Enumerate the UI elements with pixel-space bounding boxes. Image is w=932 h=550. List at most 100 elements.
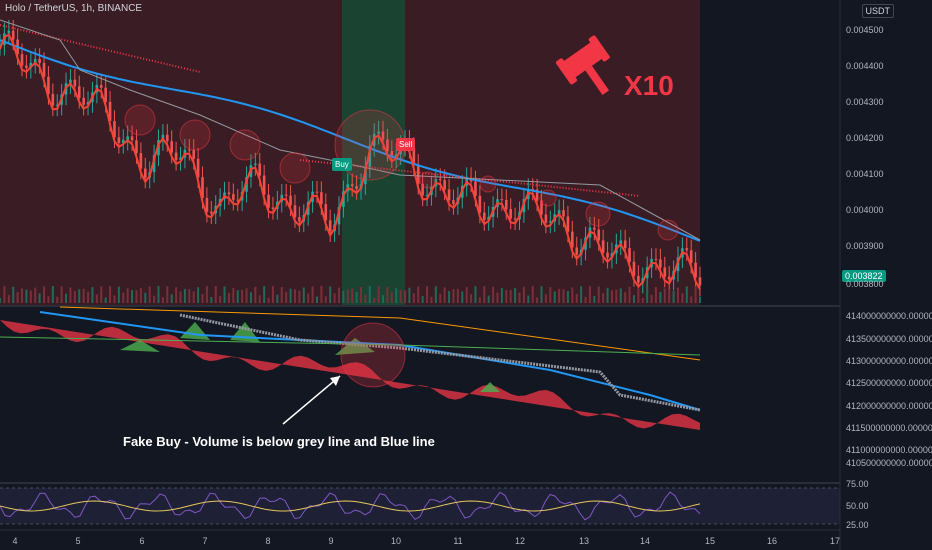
volume-bar <box>254 286 257 303</box>
volume-bar <box>157 286 160 303</box>
price-tick: 0.003800 <box>846 279 884 289</box>
volume-bar <box>602 293 605 303</box>
volume-bar <box>126 288 129 303</box>
volume-bar <box>205 286 208 303</box>
volume-bar <box>280 287 283 303</box>
buy-signal: Buy <box>332 158 352 171</box>
candle-body <box>566 216 570 232</box>
annotation-text: Fake Buy - Volume is below grey line and… <box>123 434 435 449</box>
candle-body <box>544 214 548 223</box>
volume-bar <box>65 293 68 303</box>
volume-bar <box>249 292 252 303</box>
highlight-circle <box>585 201 611 227</box>
candle-body <box>601 240 605 253</box>
volume-bar <box>337 287 340 303</box>
candle-body <box>130 136 134 141</box>
volume-bar <box>492 286 495 303</box>
volume-bar <box>346 289 349 303</box>
highlight-circle <box>179 119 211 151</box>
candle-body <box>284 194 288 196</box>
volume-bar <box>51 286 54 303</box>
candle-body <box>606 252 609 258</box>
volume-tick: 413000000000.000000 <box>846 356 932 366</box>
candle-body <box>29 62 33 68</box>
volume-bar <box>456 288 459 303</box>
volume-bar <box>448 291 451 303</box>
volume-bar <box>421 296 424 303</box>
volume-bar <box>78 289 81 303</box>
volume-bar <box>166 286 169 303</box>
volume-bar <box>624 292 627 303</box>
volume-bar <box>382 295 385 303</box>
candle-body <box>562 210 565 217</box>
candle-body <box>443 180 446 190</box>
volume-bar <box>386 286 389 303</box>
candle-body <box>386 139 389 152</box>
candle-body <box>188 149 191 151</box>
candle-body <box>571 231 574 248</box>
blue-ma-line <box>0 39 701 242</box>
volume-bar <box>148 286 151 303</box>
volume-bar <box>122 292 125 303</box>
volume-bar <box>342 290 345 303</box>
volume-tick: 412000000000.000000 <box>846 401 932 411</box>
volume-bar <box>368 286 371 303</box>
divider <box>0 305 840 307</box>
volume-bar <box>430 296 433 303</box>
candle-body <box>540 200 543 215</box>
candle-body <box>254 163 257 166</box>
candle-body <box>368 145 372 168</box>
time-tick: 8 <box>265 536 271 546</box>
time-tick: 7 <box>202 536 208 546</box>
volume-bar <box>87 291 90 303</box>
red-dotted-ma <box>0 24 641 197</box>
volume-bar <box>210 297 213 303</box>
candle-body <box>135 140 138 154</box>
candle-body <box>82 97 85 105</box>
candle-body <box>196 158 200 178</box>
volume-bar <box>518 292 521 303</box>
volume-bar <box>439 293 442 303</box>
volume-bar <box>324 296 327 303</box>
volume-bar <box>566 291 569 303</box>
volume-bar <box>267 297 270 303</box>
candle-body <box>689 250 693 263</box>
volume-bar <box>263 286 266 303</box>
volume-tick: 413500000000.000000 <box>846 334 932 344</box>
highlight-circle <box>479 175 497 193</box>
candle-body <box>99 85 103 88</box>
volume-grey-line <box>179 313 701 412</box>
volume-bar <box>650 294 653 303</box>
currency-button[interactable]: USDT <box>861 4 894 18</box>
volume-bar <box>575 293 578 303</box>
candle-body <box>73 79 77 87</box>
volume-bar <box>100 286 103 303</box>
candle-body <box>575 247 579 255</box>
candle-body <box>170 141 173 153</box>
volume-bar <box>219 295 222 303</box>
volume-bar <box>360 286 363 303</box>
volume-bar <box>694 286 697 303</box>
candle-body <box>152 155 156 173</box>
candle-body <box>394 154 398 158</box>
volume-bar <box>91 287 94 303</box>
volume-bar <box>38 293 41 303</box>
volume-bar <box>637 286 640 303</box>
volume-bar <box>483 286 486 303</box>
volume-bar <box>505 290 508 303</box>
volume-bar <box>549 287 552 303</box>
volume-bar <box>315 296 318 303</box>
volume-bar <box>0 298 1 303</box>
candle-body <box>377 131 380 134</box>
volume-bar <box>597 286 600 303</box>
volume-bar <box>276 294 279 303</box>
candle-body <box>117 137 121 143</box>
candle-body <box>504 200 508 210</box>
volume-bar <box>654 286 657 303</box>
arrow-head <box>330 376 340 386</box>
volume-bar <box>214 286 217 303</box>
candle-body <box>557 210 561 215</box>
volume-bar <box>7 294 10 303</box>
volume-bar <box>21 288 24 303</box>
volume-bar <box>588 286 591 303</box>
